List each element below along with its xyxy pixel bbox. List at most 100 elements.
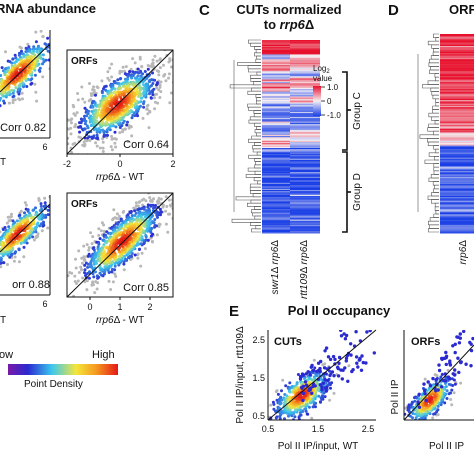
heatmap-cell [290,82,320,84]
scatter-point [112,119,116,123]
heatmap-cell [262,43,290,46]
scatter-point [167,212,170,216]
scatter-point [344,356,349,360]
scatter-point [33,82,37,86]
heatmap-cell [262,191,290,193]
scatter-point [38,66,42,70]
heatmap-cell [290,101,320,103]
scatter-point [100,221,104,225]
scatter-point [448,359,452,363]
scatter-point [431,416,435,420]
heatmap-cell [290,210,320,212]
heatmap-cell [290,91,320,94]
scatter-point [101,140,105,144]
heatmap-cell [440,102,474,104]
scatter-point [14,250,18,254]
heatmap-cell [440,126,474,128]
scatter-point [81,143,85,147]
dendrogram-branch [434,184,439,190]
scatter-point [97,242,101,246]
scatter-point [132,111,136,115]
scatter-point [429,397,432,401]
heatmap-cell [262,150,290,152]
scatter-point [11,91,15,95]
heatmap-cell [440,54,474,56]
heatmap-cell [290,178,320,180]
scatter-point [121,65,125,69]
scatter-point [94,253,98,257]
heatmap-cell [290,61,320,64]
heatmap-cell [440,92,474,95]
scatter-point [104,120,108,124]
scatter-point [81,276,85,280]
scatter-point [87,276,91,280]
scatter-point [109,145,113,149]
scatter-point [139,88,142,92]
scatter-point [34,90,38,94]
scatter-point [133,76,137,80]
heatmap-cell [440,96,474,98]
dendrogram-branch [249,116,261,121]
scatter-point [83,143,87,146]
heatmap-cell [262,94,290,96]
scatter-point [17,87,21,91]
panel-a-title: RNA abundance [0,1,96,16]
heatmap-cell [440,214,474,216]
heatmap-cell [440,42,474,44]
heatmap-cell [440,190,474,192]
scatter-point [323,395,327,399]
heatmap-cell [290,229,320,232]
dendrogram-branch [427,138,439,143]
dendrogram-branch [428,177,439,182]
scatter-point [139,242,143,246]
scatter-point [151,71,154,75]
heatmap-cell [262,166,290,168]
heatmap-cell [440,155,474,157]
scatter-point [303,380,308,384]
scatter-point [10,212,13,216]
scatter-point [27,236,31,240]
scatter-point [111,280,115,284]
scatter-point [422,382,426,386]
heatmap-cell [440,204,474,206]
scatter-point [86,265,90,269]
scatter-point [65,43,68,46]
scatter-point [54,42,57,45]
scatter-point [35,99,39,103]
scatter-point [150,199,154,203]
panel-d-dendrogram [417,33,439,233]
scatter-point [410,402,414,406]
scatter-point [129,73,133,77]
heatmap-cell [290,106,320,108]
scatter-point [442,387,446,391]
heatmap-cell [440,212,474,215]
scatter-point [122,119,126,123]
heatmap-cell [440,188,474,191]
heatmap-cell [440,175,474,178]
scatter-point [170,65,173,69]
scatter-point [5,221,9,225]
scatter-point [75,282,78,285]
scatter-point [85,124,89,128]
heatmap-cell [262,208,290,210]
heatmap-cell [262,42,290,44]
heatmap-cell [290,138,320,140]
scatter-point [80,85,84,89]
scatter-point [36,232,40,236]
scatter-point [137,200,141,204]
scatter-point [79,136,83,140]
scatter-point [368,318,371,321]
heatmap-cell [262,182,290,185]
scatter-point [459,360,463,365]
dendrogram-branch [250,42,261,47]
heatmap-cell [290,62,320,65]
dendrogram-branch [422,84,439,89]
scatter-point [72,21,75,24]
heatmap-cell [262,88,290,90]
scatter-point [301,384,306,388]
scatter-point [124,65,128,69]
scatter-point [114,274,118,278]
dendrogram-branch [431,91,439,96]
heatmap-cell [290,107,320,109]
heatmap-cell [290,95,320,97]
